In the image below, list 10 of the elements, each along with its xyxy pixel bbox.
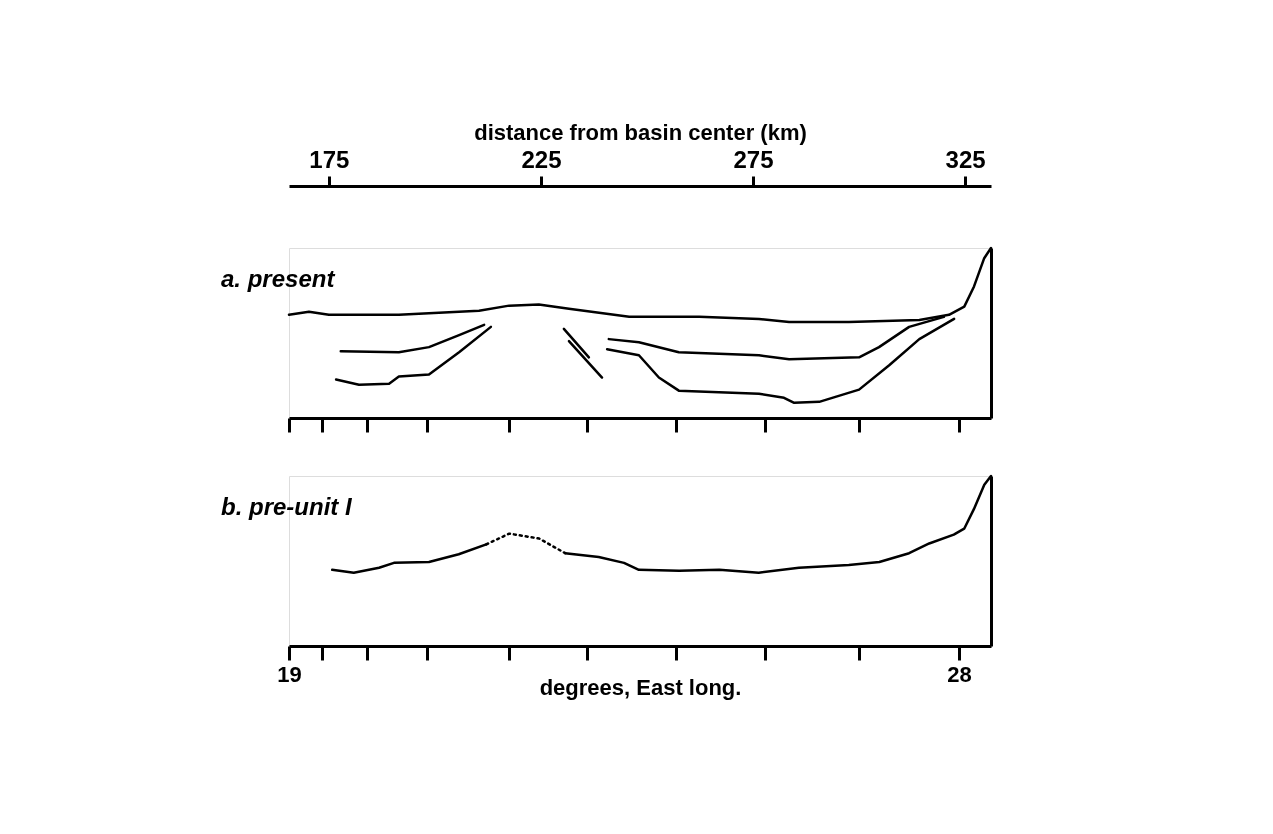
text: a. present <box>221 265 336 292</box>
x-tick-label: 225 <box>521 145 562 173</box>
text: b. pre-unit I <box>221 493 353 520</box>
x-axis-title: distance from basin center (km) <box>474 119 807 145</box>
x-axis-title: degrees, East long. <box>539 674 742 700</box>
x-tick-label: 275 <box>733 145 774 173</box>
x-tick-label: 175 <box>309 145 350 173</box>
x-tick-label: 325 <box>945 145 986 173</box>
x-tick-label: 28 <box>947 661 972 687</box>
x-tick-label: 19 <box>277 661 302 687</box>
